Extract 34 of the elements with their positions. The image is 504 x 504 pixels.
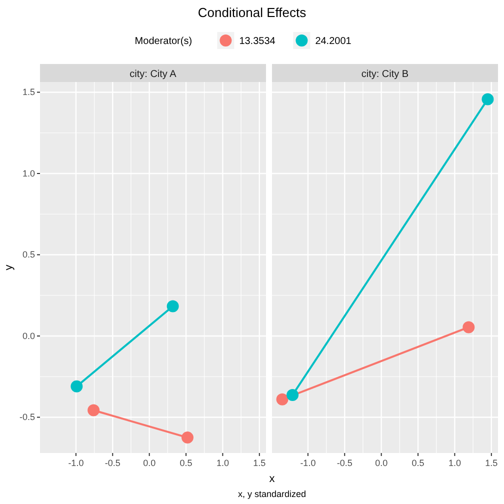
x-tick-label: 0.5: [412, 458, 424, 468]
text: x, y standardized: [238, 489, 306, 499]
x-tick-label: 1.0: [216, 458, 229, 468]
point: [482, 93, 494, 106]
y-tick-label: 1.5: [22, 87, 35, 98]
chart-title: Conditional Effects: [198, 5, 307, 20]
x-tick-label: 0.0: [375, 458, 388, 468]
chart-subtitle: city: City A: [130, 69, 177, 80]
y-tick-label: 0.5: [22, 250, 35, 260]
x-tick-label: 1.5: [253, 458, 266, 468]
chart-subtitle: city: City B: [361, 69, 409, 80]
point: [286, 388, 299, 401]
legend-label: 24.2001: [315, 36, 352, 47]
point: [276, 393, 288, 406]
x-tick-label: 1.5: [485, 458, 498, 468]
point: [166, 300, 179, 312]
legend-label: 13.3534: [239, 36, 276, 47]
legend-title: Moderator(s): [134, 36, 192, 47]
x-tick-label: 0.0: [143, 458, 156, 468]
y-tick-label: 0.0: [22, 330, 35, 341]
x-tick-label: 0.5: [180, 458, 192, 468]
point: [181, 432, 194, 444]
point: [462, 321, 475, 334]
point: [70, 380, 83, 392]
point: [88, 404, 100, 416]
y-tick-label: 1.0: [22, 168, 35, 178]
x-tick-label: -0.5: [336, 458, 352, 468]
x-tick-label: -1.0: [300, 458, 316, 468]
y-axis-title: y: [3, 264, 15, 270]
x-tick-label: -1.0: [68, 458, 84, 468]
y-tick-label: -0.5: [19, 412, 35, 422]
x-tick-label: 1.0: [448, 458, 461, 468]
x-axis-title: x: [269, 473, 276, 485]
x-tick-label: -0.5: [104, 458, 120, 468]
